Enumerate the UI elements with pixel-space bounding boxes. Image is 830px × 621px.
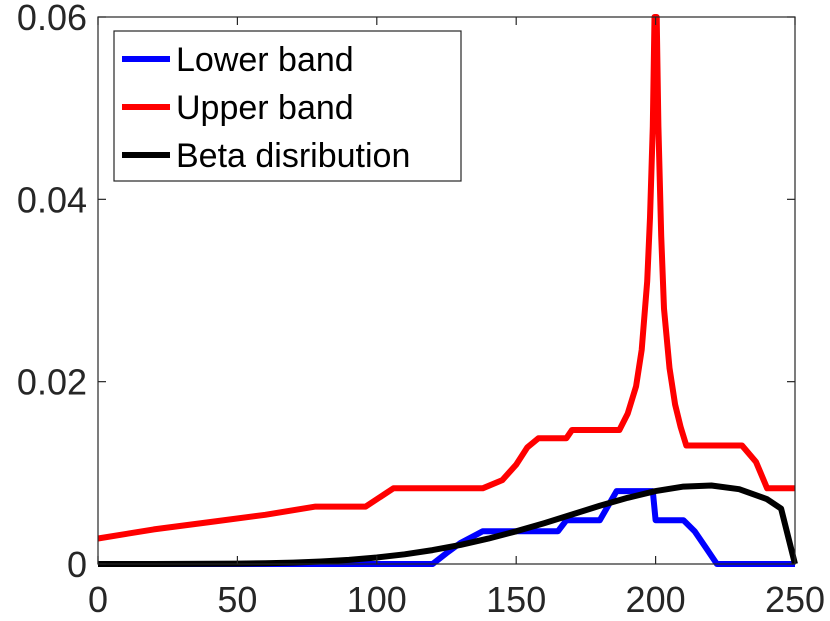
y-tick-label: 0.04: [17, 179, 87, 220]
x-tick-label: 200: [626, 579, 686, 620]
y-tick-label: 0.02: [17, 362, 87, 403]
y-tick-label: 0.06: [17, 0, 87, 38]
legend-label: Beta disribution: [176, 137, 410, 175]
x-tick-label: 50: [217, 579, 257, 620]
series-line-upper-band: [97, 14, 795, 542]
legend-label: Lower band: [176, 41, 354, 79]
legend-box: [113, 30, 462, 182]
y-tick-label: 0: [67, 544, 87, 585]
x-tick-label: 250: [765, 579, 825, 620]
x-tick-label: 150: [486, 579, 546, 620]
x-tick-label: 100: [347, 579, 407, 620]
legend: Lower band Upper band Beta disribution: [113, 30, 462, 182]
legend-label: Upper band: [176, 89, 354, 127]
x-tick-label: 0: [88, 579, 108, 620]
tick-layer: 0 50 100 150 200 250 0 0.02 0.04 0.06: [17, 0, 825, 620]
axes-box: [97, 16, 796, 565]
